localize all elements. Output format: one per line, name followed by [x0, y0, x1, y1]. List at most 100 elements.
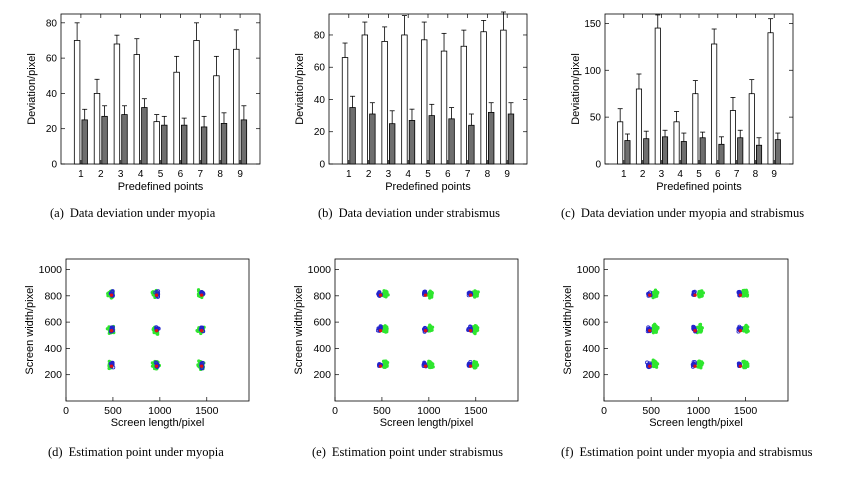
xtick-label-f: 1000 — [687, 405, 711, 417]
xlabel-b: Predefined points — [385, 181, 471, 193]
caption-d: (d) Estimation point under myopia — [48, 444, 298, 460]
green-point-e-1 — [384, 361, 388, 365]
xtick-label-a: 6 — [178, 169, 184, 180]
green-point-e-9 — [473, 294, 477, 299]
red-target-e-6 — [468, 328, 473, 333]
chart-c: 0 50 100 150 1 2 3 4 5 6 7 8 9 Predefined points Devia… — [570, 13, 794, 193]
plot-area-a — [60, 13, 261, 165]
xtick-label-c: 1 — [621, 169, 627, 180]
xtick-label-e: 1000 — [417, 405, 441, 417]
green-point-f-7 — [654, 293, 658, 297]
xtick-label-e: 1500 — [464, 405, 488, 417]
bar-b-gray-2 — [369, 113, 376, 165]
caption-c: (c) Data deviation under myopia and strab… — [561, 205, 828, 221]
caption-a-label: (a) — [50, 206, 64, 220]
xtick-label-b: 7 — [465, 169, 471, 180]
bar-a-white-4 — [133, 54, 140, 165]
green-point-f-4 — [656, 326, 660, 330]
bar-c-gray-1 — [624, 140, 631, 165]
caption-b-label: (b) — [318, 206, 333, 220]
green-point-f-8 — [701, 291, 706, 295]
green-point-f-4 — [652, 325, 656, 329]
bar-a-gray-9 — [240, 119, 248, 165]
blue-point-e-3 — [466, 361, 471, 366]
xtick-label-e: 500 — [373, 405, 391, 417]
bar-b-gray-3 — [388, 123, 396, 165]
xtick-label-f: 0 — [601, 405, 607, 417]
xlabel-d: Screen length/pixel — [111, 417, 205, 429]
bar-c-white-8 — [748, 93, 755, 165]
bar-b-gray-5 — [428, 115, 435, 165]
ytick-label-d: 600 — [44, 317, 62, 329]
xtick-label-c: 5 — [696, 169, 702, 180]
bar-c-white-3 — [654, 27, 661, 165]
green-point-e-6 — [472, 331, 476, 335]
ytick-label-b: 0 — [319, 160, 325, 171]
red-target-e-1 — [378, 364, 383, 368]
ytick-label-e: 600 — [313, 317, 331, 329]
xtick-label-a: 7 — [198, 169, 204, 180]
bar-c-white-1 — [617, 121, 624, 165]
bar-a-white-1 — [73, 40, 81, 165]
caption-a-text: Data deviation under myopia — [69, 206, 216, 220]
xtick-label-c: 2 — [640, 169, 646, 180]
blue-point-f-9 — [736, 290, 741, 295]
red-target-e-5 — [423, 328, 428, 333]
chart-a: 0 20 40 60 80 1 2 3 4 5 6 7 8 9 Predefined points Devia… — [26, 13, 261, 193]
ylabel-b: Deviation/pixel — [294, 53, 306, 125]
ytick-label-b: 80 — [314, 30, 326, 41]
bar-b-white-3 — [381, 41, 388, 165]
caption-b: (b) Data deviation under strabismus — [318, 205, 558, 221]
red-target-e-4 — [378, 328, 383, 333]
red-target-e-3 — [468, 364, 473, 368]
xtick-label-a: 2 — [98, 169, 104, 180]
xtick-label-b: 2 — [366, 169, 372, 180]
xtick-label-b: 1 — [346, 169, 352, 180]
bar-b-gray-1 — [349, 107, 356, 165]
bar-a-gray-4 — [141, 107, 148, 165]
bar-a-white-6 — [173, 71, 180, 165]
green-point-f-3 — [741, 365, 746, 369]
green-point-e-2 — [430, 363, 434, 367]
blue-point-e-8 — [422, 290, 427, 295]
red-target-f-3 — [738, 364, 743, 368]
ylabel-f: Screen width/pixel — [562, 285, 574, 374]
xtick-label-a: 5 — [158, 169, 164, 180]
xtick-label-c: 6 — [715, 169, 721, 180]
xtick-label-f: 500 — [642, 405, 660, 417]
bar-a-white-5 — [153, 121, 160, 165]
blue-point-f-2 — [690, 362, 695, 367]
bar-c-gray-9 — [774, 139, 781, 165]
green-point-f-5 — [699, 329, 703, 333]
green-point-e-8 — [430, 290, 434, 294]
bar-c-gray-3 — [662, 136, 669, 165]
ytick-label-c: 50 — [590, 113, 602, 124]
xtick-label-e: 0 — [332, 405, 338, 417]
green-point-e-9 — [476, 290, 480, 294]
bar-b-gray-8 — [487, 111, 495, 165]
xtick-label-b: 5 — [425, 169, 431, 180]
red-target-d-9 — [199, 293, 204, 297]
bar-c-white-9 — [767, 32, 774, 165]
bar-b-white-1 — [341, 57, 349, 165]
green-point-f-6 — [742, 326, 746, 330]
xtick-label-b: 8 — [485, 169, 491, 180]
green-point-d-3 — [196, 364, 200, 368]
green-point-e-3 — [473, 363, 477, 367]
red-target-f-2 — [693, 364, 697, 368]
xlabel-f: Screen length/pixel — [649, 417, 743, 429]
caption-b-text: Data deviation under strabismus — [338, 206, 500, 220]
bar-c-gray-4 — [680, 141, 687, 165]
bar-c-white-5 — [692, 93, 699, 165]
green-point-f-7 — [654, 289, 659, 294]
ytick-label-b: 40 — [314, 95, 326, 106]
red-target-f-5 — [693, 328, 697, 333]
blue-point-e-6 — [468, 325, 473, 330]
bar-a-white-3 — [113, 43, 121, 165]
blue-point-f-2 — [691, 360, 696, 365]
bar-b-white-2 — [361, 34, 368, 165]
bar-a-white-9 — [233, 48, 240, 165]
ytick-label-a: 0 — [51, 160, 57, 171]
